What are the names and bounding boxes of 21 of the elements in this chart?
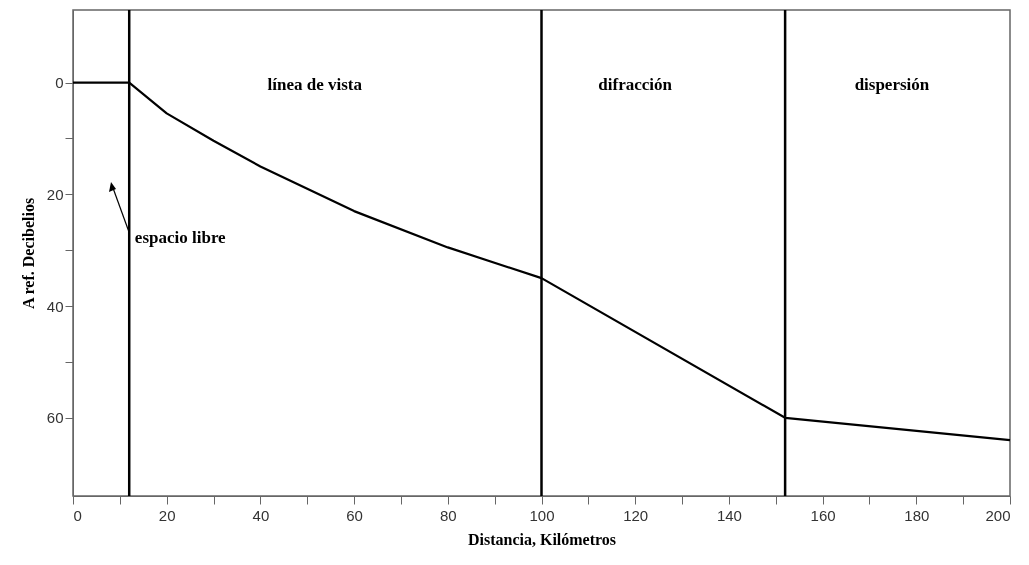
y-tick-label: 40 bbox=[46, 297, 64, 315]
y-tick-label: 60 bbox=[46, 409, 64, 427]
annotation: espacio libre bbox=[134, 228, 227, 248]
y-tick-label: 20 bbox=[46, 185, 64, 203]
x-axis-title: Distancia, Kilómetros bbox=[467, 530, 617, 548]
annotation: dispersión bbox=[854, 75, 930, 95]
x-tick-label: 40 bbox=[252, 506, 270, 524]
x-tick-label: 160 bbox=[810, 506, 836, 524]
x-tick-label: 20 bbox=[158, 506, 176, 524]
annotation: línea de vista bbox=[267, 75, 363, 95]
x-tick-label: 100 bbox=[529, 506, 555, 524]
x-tick-label: 200 bbox=[985, 506, 1011, 524]
annotation: difracción bbox=[598, 75, 673, 95]
x-tick-label: 140 bbox=[716, 506, 742, 524]
y-axis-title: A ref. Decibelios bbox=[19, 197, 37, 310]
x-tick-label: 80 bbox=[439, 506, 457, 524]
y-tick-label: 0 bbox=[55, 74, 64, 92]
x-tick-label: 180 bbox=[904, 506, 930, 524]
x-tick-label: 60 bbox=[346, 506, 363, 524]
x-tick-label: 120 bbox=[623, 506, 649, 524]
x-tick-label: 0 bbox=[73, 506, 82, 524]
